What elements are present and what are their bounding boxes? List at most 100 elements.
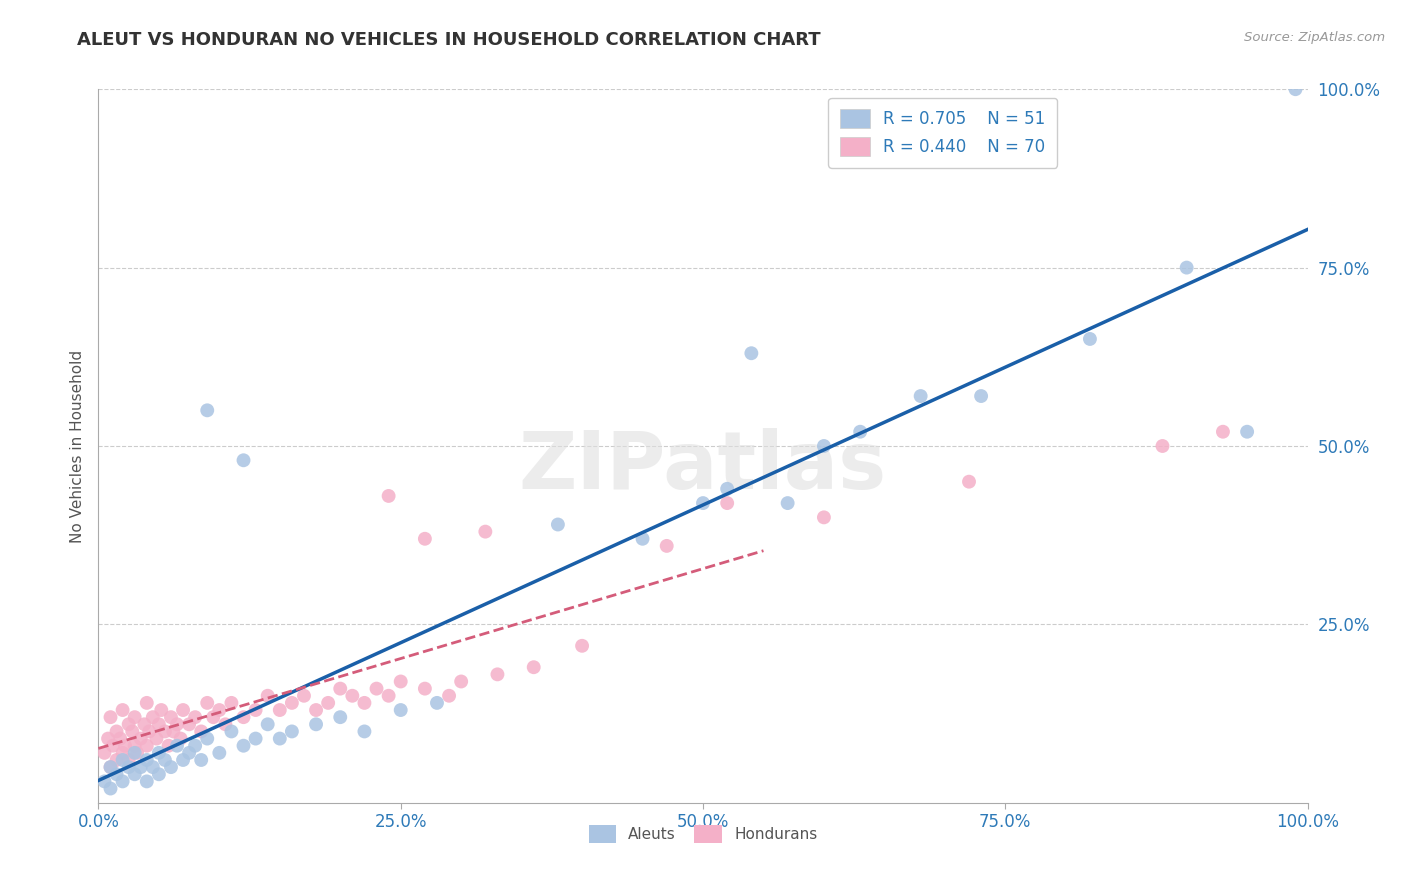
Point (342, 689, 364, 703)
Point (184, 710, 207, 724)
Point (776, 496, 799, 510)
Point (135, 753, 157, 767)
Point (232, 739, 254, 753)
Point (108, 731, 131, 746)
Point (1236, 425, 1258, 439)
Point (221, 724, 243, 739)
Point (849, 425, 872, 439)
Point (134, 717, 156, 731)
Point (100, 781, 122, 796)
Point (172, 703, 194, 717)
Point (97, 731, 120, 746)
Point (160, 710, 183, 724)
Point (256, 689, 278, 703)
Point (118, 760, 141, 774)
Point (692, 496, 714, 510)
Point (105, 767, 128, 781)
Point (153, 753, 176, 767)
Point (316, 696, 339, 710)
Point (160, 760, 183, 774)
Point (100, 760, 122, 774)
Point (214, 717, 236, 731)
Point (366, 681, 388, 696)
Point (138, 724, 160, 739)
Point (232, 453, 254, 467)
Point (292, 689, 315, 703)
Point (135, 696, 157, 710)
Point (148, 767, 170, 781)
Point (329, 681, 352, 696)
Point (124, 746, 146, 760)
Point (571, 639, 593, 653)
Point (305, 703, 328, 717)
Point (631, 532, 654, 546)
Point (353, 696, 375, 710)
Point (124, 767, 146, 781)
Point (135, 739, 157, 753)
Point (353, 724, 375, 739)
Point (190, 724, 212, 739)
Point (135, 774, 157, 789)
Point (114, 739, 136, 753)
Point (148, 746, 170, 760)
Point (377, 689, 399, 703)
Point (129, 760, 152, 774)
Point (413, 681, 436, 696)
Point (740, 346, 762, 360)
Point (329, 710, 352, 724)
Point (245, 703, 267, 717)
Point (142, 710, 165, 724)
Legend: Aleuts, Hondurans: Aleuts, Hondurans (582, 819, 824, 848)
Point (111, 753, 134, 767)
Point (121, 724, 143, 739)
Point (195, 696, 218, 710)
Point (450, 674, 472, 689)
Text: ZIPatlas: ZIPatlas (519, 428, 887, 507)
Point (437, 689, 460, 703)
Point (305, 717, 328, 731)
Point (813, 439, 835, 453)
Point (426, 696, 449, 710)
Point (150, 703, 173, 717)
Point (1212, 425, 1234, 439)
Point (1152, 439, 1174, 453)
Point (162, 724, 184, 739)
Point (221, 696, 243, 710)
Point (269, 703, 291, 717)
Point (124, 710, 146, 724)
Point (232, 710, 254, 724)
Point (486, 667, 509, 681)
Point (124, 739, 146, 753)
Point (281, 696, 304, 710)
Point (127, 746, 149, 760)
Point (179, 746, 201, 760)
Point (655, 539, 678, 553)
Point (474, 524, 496, 539)
Point (157, 739, 180, 753)
Point (195, 731, 218, 746)
Text: ALEUT VS HONDURAN NO VEHICLES IN HOUSEHOLD CORRELATION CHART: ALEUT VS HONDURAN NO VEHICLES IN HOUSEHO… (77, 31, 821, 49)
Point (970, 389, 993, 403)
Point (118, 717, 141, 731)
Point (169, 731, 191, 746)
Point (166, 739, 188, 753)
Point (256, 717, 278, 731)
Point (245, 731, 267, 746)
Point (190, 753, 212, 767)
Point (813, 510, 835, 524)
Point (716, 496, 738, 510)
Point (145, 731, 167, 746)
Point (111, 774, 134, 789)
Point (184, 739, 207, 753)
Point (179, 717, 201, 731)
Point (389, 703, 412, 717)
Point (93, 746, 115, 760)
Point (100, 710, 122, 724)
Point (100, 760, 122, 774)
Point (1078, 332, 1101, 346)
Point (105, 753, 128, 767)
Point (716, 482, 738, 496)
Point (172, 753, 194, 767)
Point (377, 489, 399, 503)
Point (269, 731, 291, 746)
